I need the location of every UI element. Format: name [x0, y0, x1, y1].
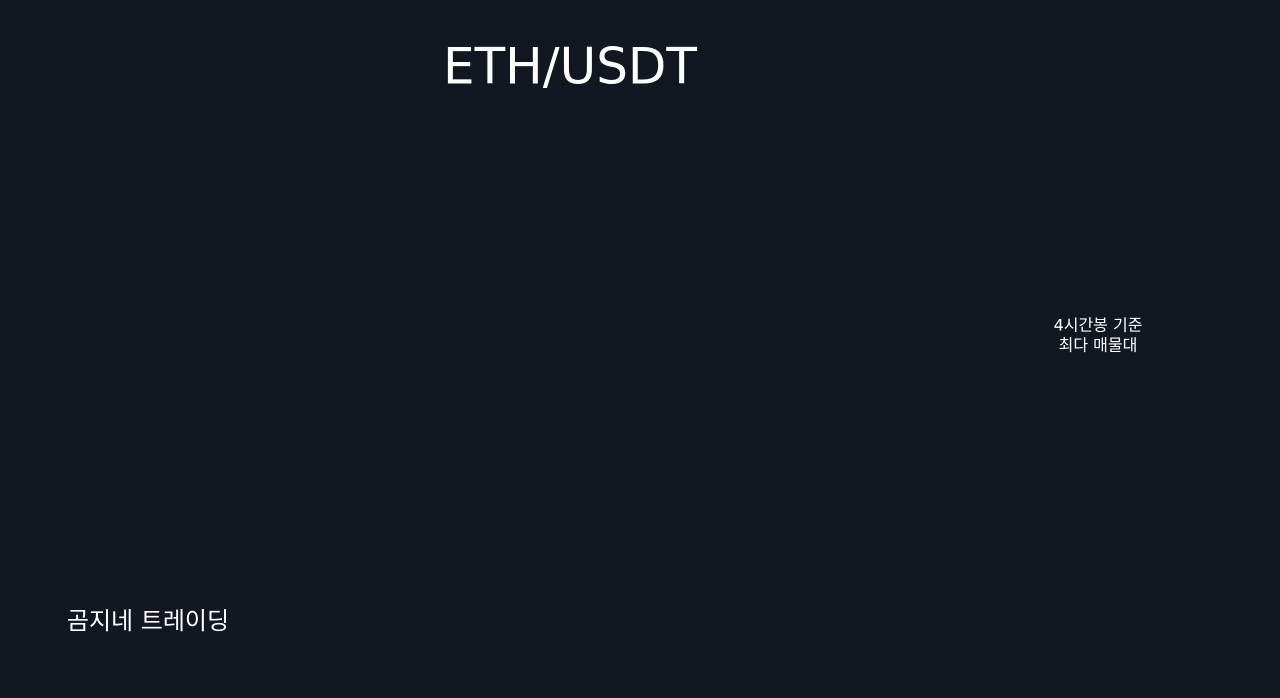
- chart-title: ETH/USDT: [443, 38, 697, 96]
- annotation: 4시간봉 기준: [1054, 316, 1143, 335]
- watermark: 곰지네 트레이딩: [67, 607, 229, 635]
- annotation: 최다 매물대: [1059, 336, 1138, 355]
